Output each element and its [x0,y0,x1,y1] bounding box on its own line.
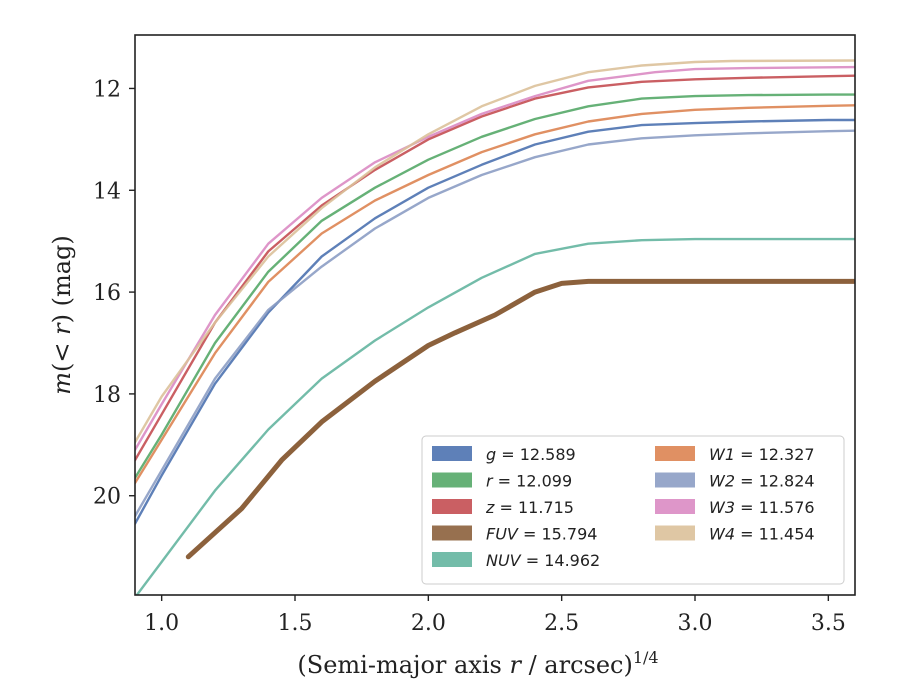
legend-label-g: g = 12.589 [486,445,576,464]
series-line-w4 [135,59,855,444]
legend-swatch-fuv [432,525,472,541]
legend-label-z: z = 11.715 [485,498,574,517]
legend-label-w4: W4 = 11.454 [709,525,815,544]
x-tick-label: 3.5 [811,611,846,636]
y-axis-title: m(< r) (mag) [48,235,76,395]
legend-label-nuv: NUV = 14.962 [486,551,600,570]
legend-swatch-z [432,499,472,514]
legend-swatch-w2 [655,472,695,488]
x-tick-label: 2.0 [411,611,446,636]
y-tick-label: 20 [93,485,121,510]
series-line-fuv [185,278,855,560]
x-tick-label: 1.0 [144,611,179,636]
series-line-w2 [135,129,855,518]
x-tick-label: 3.0 [678,611,713,636]
plot-frame [134,34,856,596]
y-tick-label: 14 [93,179,121,204]
y-tick-label: 12 [93,77,121,102]
legend-label-w2: W2 = 12.824 [709,472,815,491]
ticks-layer: 1.0 1.5 2.0 2.5 3.0 3.5 12 14 16 18 20 [93,77,846,636]
legend: g = 12.589 r = 12.099 z = 11.715 FUV = 15.7… [421,435,845,585]
series-line-g [135,118,855,525]
series-line-w3 [135,65,855,452]
y-tick-label: 18 [93,383,121,408]
legend-swatch-nuv [432,552,472,567]
legend-box [421,435,845,585]
series-line-w1 [135,104,855,485]
legend-swatch-w1 [655,446,695,461]
series-line-nuv [135,237,855,595]
legend-label-w1: W1 = 12.327 [709,445,815,464]
legend-label-w3: W3 = 11.576 [709,498,815,517]
series-line-r [135,93,855,480]
x-tick-label: 2.5 [544,611,579,636]
legend-swatch-r [432,472,472,488]
y-tick-label: 16 [93,281,121,306]
legend-swatch-w4 [655,525,695,541]
legend-label-fuv: FUV = 15.794 [486,525,597,544]
x-axis-title: (Semi-major axis r / arcsec)1/4 [297,648,658,679]
legend-swatch-g [432,446,472,461]
x-tick-label: 1.5 [278,611,313,636]
legend-label-r: r = 12.099 [486,472,572,491]
legend-swatch-w3 [655,499,695,514]
series-layer [135,59,855,595]
